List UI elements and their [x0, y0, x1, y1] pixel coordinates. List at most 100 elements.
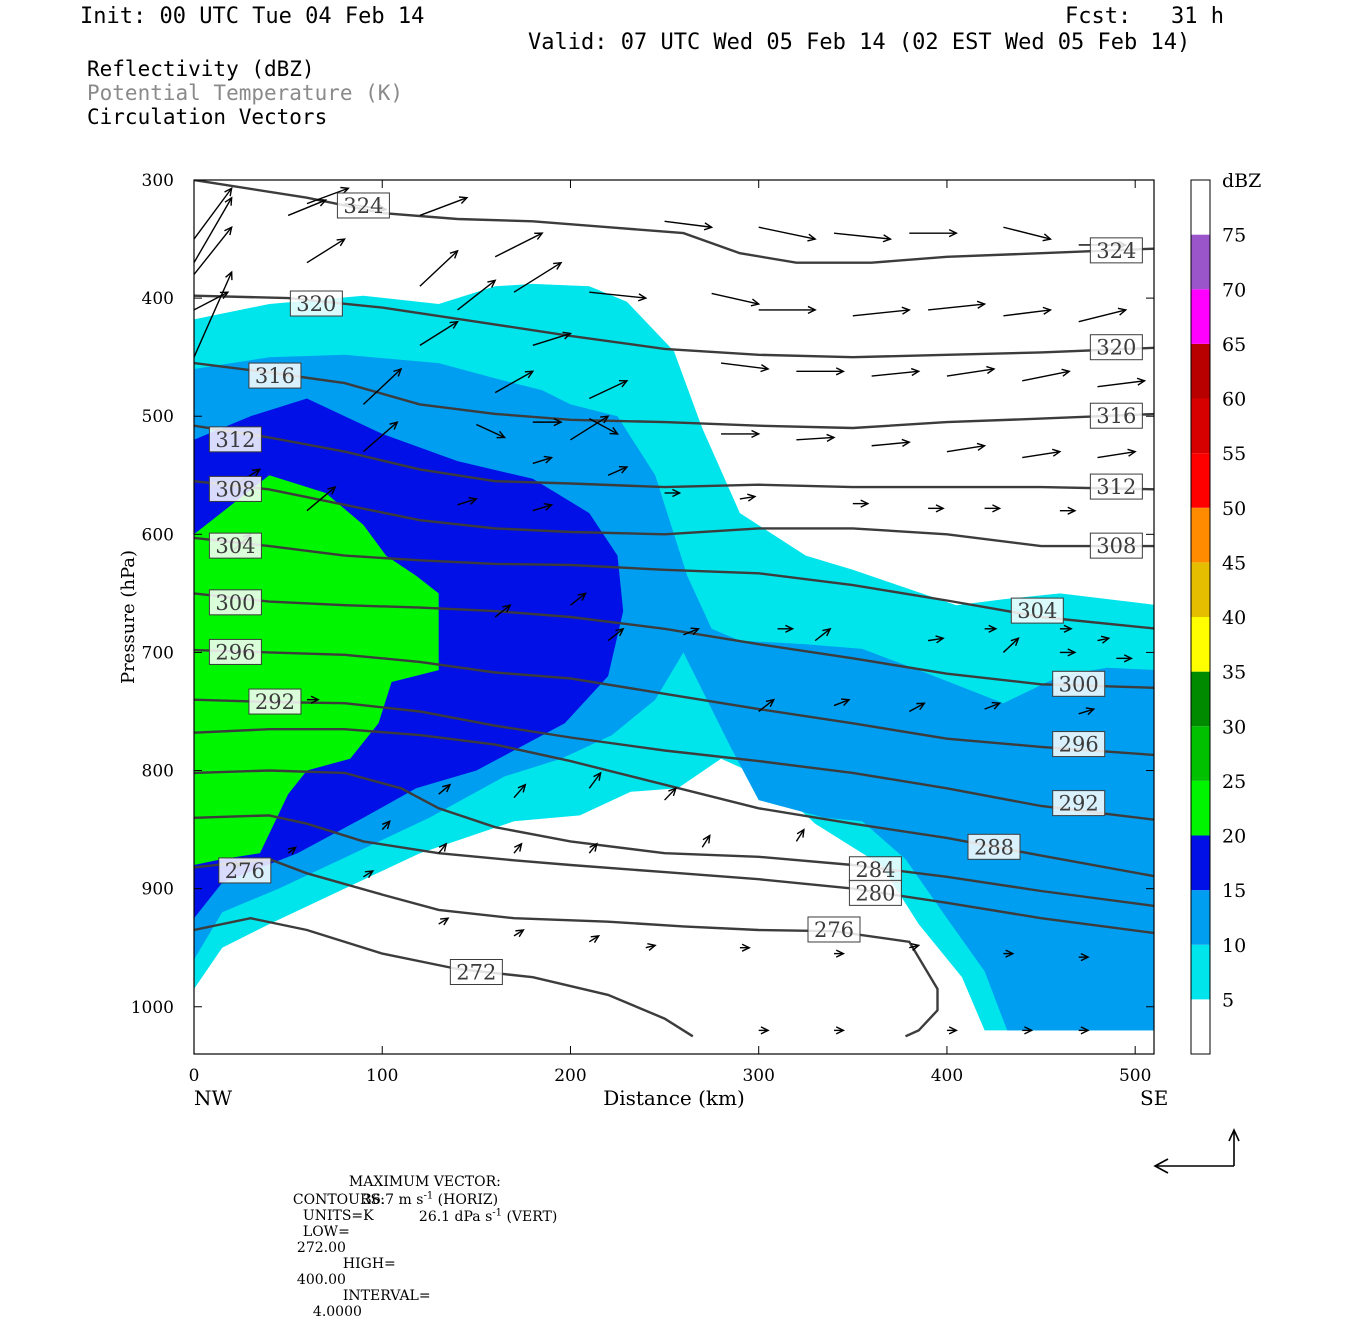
- y-tick-label: 1000: [131, 998, 174, 1018]
- circulation-vector: [588, 417, 619, 435]
- theta-contour-label: 324: [336, 192, 390, 219]
- reference-vector-icon: [1153, 1128, 1240, 1174]
- theta-contour-label-text: 300: [215, 591, 255, 615]
- circulation-vector: [833, 698, 851, 707]
- theta-contour-label-text: 292: [255, 690, 295, 714]
- theta-contour-label: 316: [248, 362, 302, 389]
- colorbar-swatch: [1191, 726, 1210, 781]
- theta-contour-300: [194, 592, 1154, 689]
- circulation-vector: [852, 499, 870, 508]
- field-label-theta: Potential Temperature (K): [87, 81, 404, 105]
- circulation-vector: [1078, 307, 1128, 323]
- colorbar-swatch: [1191, 507, 1210, 563]
- circulation-vector: [701, 834, 711, 848]
- init-time: Init: 00 UTC Tue 04 Feb 14: [80, 4, 425, 29]
- contours-line: CONTOURS: UNITS=K LOW= 272.00 HIGH= 400.…: [284, 1176, 431, 1320]
- circulation-vector: [683, 627, 700, 636]
- circulation-vector: [1097, 448, 1137, 459]
- theta-contour-label-text: 292: [1059, 792, 1099, 816]
- x-tick-label: 300: [742, 1066, 774, 1086]
- theta-contour-label-text: 284: [855, 858, 895, 882]
- theta-contour-label: 304: [208, 532, 262, 559]
- contours-label: CONTOURS:: [292, 1192, 385, 1208]
- circulation-vector: [457, 497, 478, 506]
- colorbar-swatch: [1191, 398, 1210, 454]
- circulation-vector: [362, 421, 399, 453]
- theta-contour-label: 304: [1010, 597, 1064, 624]
- colorbar-tick-label: 15: [1222, 880, 1246, 902]
- theta-contour-312: [194, 424, 1154, 491]
- circulation-vector: [720, 362, 770, 373]
- circulation-vector: [871, 367, 921, 377]
- colorbar-tick-label: 20: [1222, 826, 1246, 848]
- x-tick-label: 400: [931, 1066, 963, 1086]
- circulation-vector: [532, 455, 554, 465]
- circulation-vector: [984, 701, 1002, 710]
- theta-contour-label-text: 276: [225, 859, 265, 883]
- circulation-vector: [532, 502, 554, 512]
- colorbar-tick-label: 55: [1222, 443, 1246, 465]
- circulation-vector: [1116, 654, 1134, 663]
- circulation-vector: [946, 1026, 958, 1035]
- colorbar-tick-label: 35: [1222, 662, 1246, 684]
- theta-contour-label-text: 296: [215, 640, 255, 664]
- theta-contour-label: 300: [1052, 670, 1106, 697]
- colorbar-tick-label: 30: [1222, 716, 1246, 738]
- contours-interval-label: INTERVAL=: [342, 1288, 431, 1304]
- circulation-vector: [814, 627, 832, 642]
- circulation-vector: [795, 828, 805, 842]
- circulation-vector: [1022, 448, 1062, 459]
- circulation-vector: [796, 367, 846, 376]
- circulation-vector: [362, 367, 403, 405]
- circulation-vector: [739, 493, 757, 502]
- y-axis-label: Pressure (hPa): [118, 550, 139, 684]
- contours-interval-value: 4.0000: [312, 1304, 362, 1320]
- theta-contour-label: 324: [1089, 237, 1143, 264]
- contours-units: UNITS=K: [302, 1208, 374, 1224]
- circulation-vector: [513, 842, 523, 854]
- circulation-vector: [570, 592, 587, 606]
- circulation-vector: [588, 842, 598, 854]
- contours-high-label: HIGH=: [342, 1256, 396, 1272]
- colorbar-swatch: [1191, 343, 1210, 399]
- contours-high-value: 400.00: [296, 1272, 346, 1288]
- circulation-vector: [513, 783, 527, 799]
- colorbar-swatch: [1191, 999, 1210, 1054]
- circulation-vector: [833, 232, 893, 243]
- theta-contour-label: 276: [218, 857, 272, 884]
- circulation-vector: [645, 943, 657, 952]
- theta-contour-label: 308: [1089, 532, 1143, 559]
- circulation-vector: [476, 423, 507, 439]
- theta-contour-label-text: 316: [255, 364, 295, 388]
- circulation-vector: [664, 220, 714, 231]
- field-label-vectors: Circulation Vectors: [87, 105, 328, 129]
- theta-contour-label: 272: [449, 959, 503, 986]
- circulation-vector: [607, 466, 629, 476]
- theta-contour-304: [194, 536, 1154, 630]
- circulation-vector: [513, 929, 525, 938]
- circulation-vector: [494, 370, 535, 394]
- circulation-vector: [1003, 306, 1053, 317]
- colorbar-tick-label: 45: [1222, 552, 1246, 574]
- y-tick-label: 400: [142, 289, 174, 309]
- circulation-vector: [494, 604, 512, 618]
- max-vector-label: MAXIMUM VECTOR:: [348, 1174, 501, 1190]
- theta-contour-label: 288: [967, 833, 1021, 860]
- circulation-vector: [928, 504, 945, 513]
- circulation-vector: [928, 300, 987, 311]
- circulation-vector: [532, 418, 563, 427]
- circulation-vector: [419, 196, 469, 217]
- theta-contour-296: [194, 648, 1154, 757]
- theta-contour-label-text: 324: [343, 194, 383, 218]
- theta-contour-label-text: 308: [215, 477, 255, 501]
- circulation-vector: [1002, 637, 1020, 653]
- circulation-vector: [739, 943, 751, 952]
- theta-contour-label-text: 280: [855, 881, 895, 905]
- circulation-vector: [438, 783, 452, 795]
- theta-contour-label: 276: [807, 916, 861, 943]
- colorbar-swatch: [1191, 671, 1210, 727]
- circulation-vector: [1078, 1026, 1090, 1035]
- circulation-vector: [834, 1026, 846, 1035]
- theta-contour-label: 320: [289, 290, 343, 317]
- circulation-vector: [306, 486, 337, 512]
